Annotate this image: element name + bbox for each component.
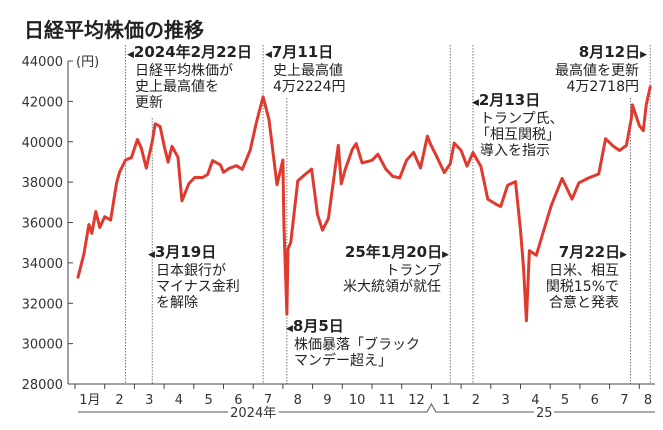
annotation-line: マイナス金利: [156, 279, 240, 295]
x-tick-label: 2: [115, 393, 123, 408]
annotation-jan20: 25年1月20日▶ トランプ 米大統領が就任: [343, 243, 449, 295]
x-tick-label: 3: [502, 393, 510, 408]
annotation-line: 「相互関税」: [476, 127, 560, 143]
year-label: 2024年: [230, 406, 276, 421]
annotation-line: 更新: [135, 95, 163, 111]
annotation-line: を解除: [156, 295, 198, 311]
annotation-jul11: ◀7月11日 史上最高値 4万2224円: [265, 43, 346, 95]
y-tick-label: 36000: [22, 217, 63, 232]
annotation-date: 8月12日: [578, 43, 641, 61]
y-tick-label: 30000: [22, 338, 63, 353]
x-tick-label: 5: [205, 393, 213, 408]
annotation-date: 7月22日: [558, 243, 621, 261]
annotation-aug5: ◀8月5日 株価暴落「ブラック マンデー超え」: [286, 317, 420, 369]
x-tick-label: 7: [620, 393, 628, 408]
annotation-aug12: 8月12日▶ 最高値を更新 4万2718円: [555, 43, 647, 95]
y-tick-label: 34000: [22, 257, 63, 272]
annotation-date: 3月19日: [154, 243, 217, 261]
x-tick-label: 2: [472, 393, 480, 408]
annotation-line: トランプ: [385, 263, 441, 279]
x-tick-label: 5: [561, 393, 569, 408]
annotation-line: 株価暴落「ブラック: [294, 337, 420, 353]
y-tick-label: 38000: [22, 176, 63, 191]
x-tick-label: 6: [591, 393, 599, 408]
annotation-line: 史上最高値を: [135, 79, 219, 95]
x-tick-label: 9: [323, 393, 331, 408]
annotation-line: 日米、相互: [549, 263, 619, 279]
annotation-line: トランプ氏、: [480, 111, 564, 127]
annotation-feb22: ◀2024年2月22日 日経平均株価が 史上最高値を 更新: [127, 43, 252, 111]
y-tick-label: 32000: [22, 297, 63, 312]
x-tick-label: 3: [145, 393, 153, 408]
annotation-line: 日経平均株価が: [135, 63, 233, 79]
annotation-feb13: ◀2月13日 トランプ氏、 「相互関税」 導入を指示: [472, 91, 564, 159]
x-tick-label: 12: [408, 393, 425, 408]
annotation-jul22: 7月22日▶ 日米、相互 関税15%で 合意と発表: [545, 243, 627, 311]
x-tick-label: 4: [175, 393, 183, 408]
annotation-date: 25年1月20日: [344, 243, 443, 261]
x-tick-label: 6: [234, 393, 242, 408]
annotation-line: 導入を指示: [480, 143, 550, 159]
x-tick-label: 11: [379, 393, 396, 408]
y-tick-label: 42000: [22, 95, 63, 110]
y-tick-label: 44000: [22, 55, 63, 70]
year-label: 25: [536, 406, 553, 421]
y-tick-label: 28000: [22, 378, 63, 393]
x-tick-label: 8: [644, 393, 652, 408]
annotation-line: マンデー超え」: [294, 353, 392, 369]
chart-title: 日経平均株価の推移: [24, 18, 204, 42]
annotation-mar19: ◀3月19日 日本銀行が マイナス金利 を解除: [148, 243, 240, 311]
annotation-line: 日本銀行が: [156, 263, 226, 279]
x-tick-label: 7: [264, 393, 272, 408]
annotation-date: 2月13日: [478, 91, 541, 109]
annotation-date: 7月11日: [271, 43, 334, 61]
annotation-line: 最高値を更新: [555, 63, 639, 79]
y-axis-unit: (円): [76, 55, 99, 70]
annotation-line: 4万2718円: [566, 79, 639, 95]
x-tick-label: 4: [531, 393, 539, 408]
annotation-line: 米大統領が就任: [343, 279, 441, 295]
price-line: [76, 85, 652, 323]
x-tick-label: 1月: [79, 393, 100, 408]
annotation-line: 史上最高値: [273, 63, 343, 79]
annotation-line: 合意と発表: [549, 295, 619, 311]
y-tick-label: 40000: [22, 136, 63, 151]
annotation-line: 関税15%で: [545, 279, 619, 295]
annotation-date: 2024年2月22日: [133, 43, 252, 61]
x-tick-label: 8: [294, 393, 302, 408]
x-tick-label: 10: [349, 393, 366, 408]
x-tick-label: 1: [442, 393, 450, 408]
annotation-date: 8月5日: [292, 317, 344, 335]
annotation-line: 4万2224円: [273, 79, 346, 95]
year-bracket: [78, 402, 655, 413]
